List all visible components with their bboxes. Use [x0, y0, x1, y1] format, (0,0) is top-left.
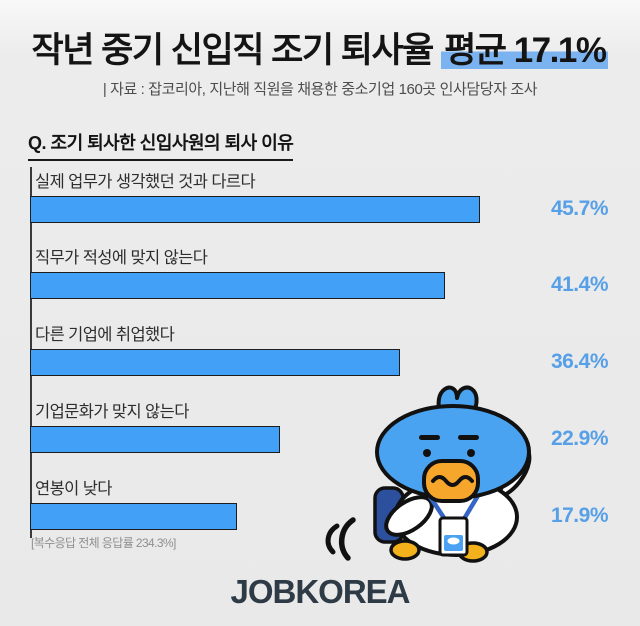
- mascot-svg: [325, 385, 532, 563]
- bar-value: 45.7%: [550, 197, 609, 220]
- question-heading: Q. 조기 퇴사한 신입사원의 퇴사 이유: [28, 129, 294, 161]
- bar: [30, 272, 445, 299]
- chart-row: 실제 업무가 생각했던 것과 다르다 45.7%: [30, 169, 609, 225]
- page-title: 작년 중기 신입직 조기 퇴사율 평균 17.1%: [0, 22, 640, 73]
- chart-row: 직무가 적성에 맞지 않는다 41.4%: [30, 245, 609, 301]
- chart-row: 기업문화가 맞지 않는다 22.9%: [30, 399, 609, 455]
- title-text: 작년 중기 신입직 조기 퇴사율: [31, 31, 442, 70]
- bar-label: 다른 기업에 취업했다: [35, 326, 175, 344]
- motion-lines-icon: [325, 517, 356, 561]
- mascot-eyebrow: [458, 435, 479, 440]
- bar: [30, 426, 280, 453]
- mascot-foot: [389, 539, 421, 561]
- bar-value: 17.9%: [550, 504, 609, 527]
- chart-row: 다른 기업에 취업했다 36.4%: [30, 322, 609, 378]
- bar-value: 41.4%: [550, 273, 609, 296]
- chart-row: 연봉이 낮다 17.9%: [30, 476, 609, 532]
- bar: [30, 196, 480, 223]
- bar-value: 36.4%: [550, 350, 609, 373]
- mascot-eyebrow: [419, 435, 440, 440]
- mascot-id-card: [438, 516, 469, 557]
- bar: [30, 349, 400, 376]
- bar-value: 22.9%: [550, 427, 609, 450]
- source-note: | 자료 : 잡코리아, 지난해 직원을 채용한 중소기업 160곳 인사담당자…: [102, 81, 538, 98]
- mascot-eye: [423, 449, 431, 457]
- bar-label: 실제 업무가 생각했던 것과 다르다: [35, 173, 256, 191]
- title-highlight: 평균 17.1%: [441, 31, 609, 70]
- jobkorea-mascot-illustration: [305, 380, 535, 572]
- multiple-response-footnote: [복수응답 전체 응답률 234.3%]: [31, 536, 176, 550]
- bar-label: 연봉이 낮다: [35, 480, 112, 498]
- mascot-mouth: [431, 475, 474, 487]
- bar-label: 직무가 적성에 맞지 않는다: [35, 249, 208, 267]
- bar: [30, 503, 237, 530]
- mascot-eye: [467, 449, 475, 457]
- mascot-beak: [422, 459, 480, 503]
- bar-label: 기업문화가 맞지 않는다: [35, 403, 189, 421]
- jobkorea-logo: JOBKOREA: [230, 573, 410, 610]
